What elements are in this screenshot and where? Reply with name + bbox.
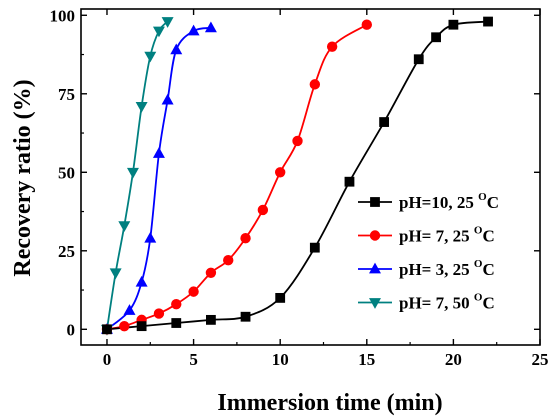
series-markers: [100, 16, 493, 336]
plot-border: [80, 8, 541, 346]
legend-marker-1: [369, 230, 381, 241]
series-0-point: [240, 311, 251, 322]
series-0-point: [206, 314, 216, 325]
series-0-point: [102, 324, 112, 335]
series-1-point: [205, 267, 217, 278]
legend-label-degree: O: [478, 191, 487, 203]
series-line-3: [106, 20, 169, 330]
plot-frame: [80, 8, 541, 346]
legend-label-degree: O: [474, 292, 483, 304]
legend-label-unit: C: [482, 260, 494, 279]
legend-label-2: pH= 3, 25 OC: [399, 258, 495, 279]
legend-marker-3: [369, 298, 381, 309]
series-0-point: [136, 321, 147, 332]
series-lines: [106, 20, 489, 331]
x-tick-label: 15: [358, 350, 375, 369]
x-tick-label: 25: [532, 350, 549, 369]
y-axis-ticks: 0 25 50 75 100: [50, 6, 540, 339]
legend-label-main: pH=10, 25: [399, 193, 478, 212]
legend-label-degree: O: [474, 225, 483, 237]
series-3-point: [161, 17, 174, 28]
x-axis-ticks: 0 5 10 15 20 25: [103, 9, 549, 369]
series-1-point: [257, 204, 269, 216]
x-axis-title: Immersion time (min): [217, 390, 442, 416]
y-tick-label: 0: [67, 320, 76, 339]
x-tick-label: 0: [103, 350, 112, 369]
series-2-point: [187, 24, 200, 36]
legend-label-unit: C: [482, 227, 494, 246]
series-3-point: [126, 167, 139, 179]
series-2-point: [161, 93, 174, 105]
series-1-point: [153, 308, 165, 319]
series-1-point: [119, 320, 130, 332]
series-0-point: [309, 242, 320, 253]
y-tick-label: 100: [50, 6, 76, 25]
series-1-point: [326, 41, 338, 52]
legend-label-main: pH= 3, 25: [399, 260, 474, 279]
series-0-point: [431, 32, 441, 43]
x-tick-label: 10: [272, 350, 289, 369]
series-2-point: [204, 21, 217, 33]
legend-label-degree: O: [474, 258, 483, 270]
series-2-point: [123, 304, 136, 315]
y-tick-label: 25: [58, 242, 75, 261]
series-2-point: [152, 147, 165, 158]
series-1-point: [292, 135, 303, 147]
legend-label-1: pH= 7, 25 OC: [399, 225, 495, 246]
y-tick-label: 75: [58, 85, 75, 104]
series-0-point: [275, 292, 286, 303]
y-tick-label: 50: [58, 163, 75, 182]
series-3-point: [135, 101, 148, 113]
series-2-point: [170, 43, 183, 55]
series-line-0: [106, 20, 489, 331]
series-3-point: [144, 51, 157, 63]
series-1-point: [188, 286, 199, 297]
series-0-point: [171, 318, 182, 328]
x-tick-label: 5: [189, 350, 198, 369]
legend-marker-0: [370, 197, 380, 207]
series-0-point: [483, 16, 493, 27]
series-1-point: [309, 79, 321, 90]
series-1-point: [240, 233, 251, 244]
series-1-point: [223, 255, 234, 266]
series-0-point: [344, 176, 355, 187]
series-1-point: [361, 19, 372, 30]
y-axis-title: Recovery ratio (%): [10, 79, 36, 276]
series-line-1: [106, 23, 368, 331]
series-2-point: [144, 231, 157, 243]
series-1-point: [171, 298, 182, 310]
legend-label-3: pH= 7, 50 OC: [399, 292, 495, 313]
legend-label-main: pH= 7, 50: [399, 294, 474, 313]
series-3-point: [118, 221, 131, 232]
series-0-point: [448, 19, 459, 30]
series-1-point: [274, 167, 286, 178]
legend-label-0: pH=10, 25 OC: [399, 191, 499, 212]
series-3-point: [152, 26, 165, 38]
series-2-point: [135, 275, 148, 287]
series-3-point: [109, 268, 122, 280]
legend-label-unit: C: [482, 294, 494, 313]
legend-label-main: pH= 7, 25: [399, 227, 474, 246]
series-line-2: [106, 26, 212, 331]
series-0-point: [379, 117, 390, 127]
legend-marker-2: [369, 262, 381, 274]
series-0-point: [413, 54, 424, 65]
legend-label-unit: C: [487, 193, 499, 212]
x-tick-label: 20: [445, 350, 462, 369]
